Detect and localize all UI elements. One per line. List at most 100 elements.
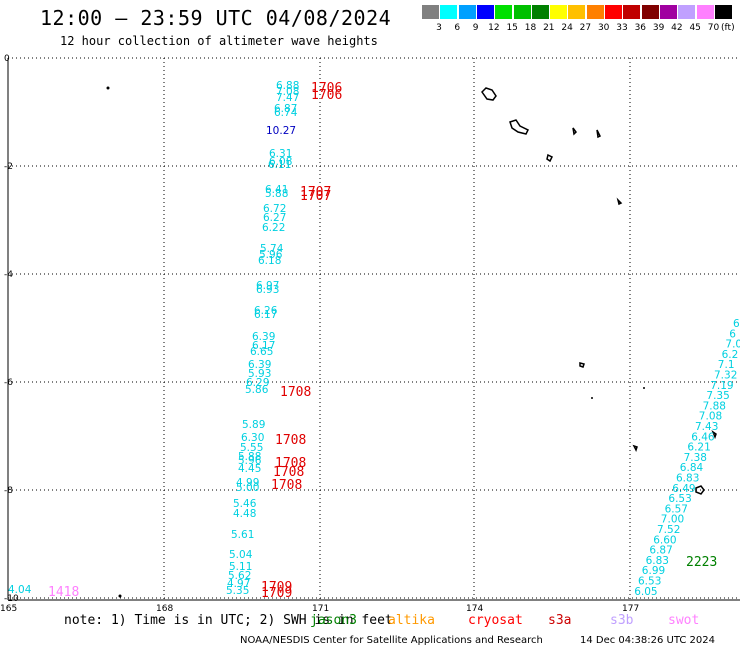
wave-height-value: 6.2 [722,349,739,361]
legend-label: 70 [707,23,720,33]
island-outline [632,444,638,452]
latitude-label: -10 [4,594,19,604]
island-dot [643,387,645,389]
page-title: 12:00 — 23:59 UTC 04/08/2024 [40,6,392,30]
longitude-label: 168 [156,604,173,614]
island-outline [481,87,497,101]
wave-height-value: 5.55 [240,442,263,454]
wave-height-value: 4.45 [238,463,261,475]
wave-height-value: 6.18 [258,255,281,267]
legend-label: 21 [543,23,555,33]
island-outline [546,153,554,163]
legend-label: 33 [616,23,628,33]
wave-height-value: 5.62 [228,570,251,582]
legend-swatch [476,5,494,19]
legend-label: 36 [634,23,647,33]
wave-height-value: 7.52 [657,524,680,536]
wave-height-value: 6.74 [274,107,298,119]
island-outline [509,119,530,135]
wave-height-value: 7.38 [684,452,707,464]
wave-height-value: 6.97 [256,280,279,292]
cycle-number-label: 1707 [300,189,331,204]
wave-height-value: 6.88 [276,80,299,92]
wave-height-value: 6.83 [676,473,699,485]
wave-height-value: 5.88 [238,451,261,463]
wave-height-value: 5.04 [229,549,253,561]
credit-text: NOAA/NESDIS Center for Satellite Applica… [240,635,543,646]
wave-height-value: 5.61 [231,529,254,541]
map-grid [7,57,740,601]
latitude-label: -6 [4,378,13,388]
legend-swatch [641,5,659,19]
legend-label: 39 [652,23,665,33]
legend-swatch [623,5,641,19]
wave-height-value: 4.99 [236,477,259,489]
wave-height-value: 5.93 [248,368,271,380]
wave-height-value: 7.08 [699,411,722,423]
cycle-number-label: 1708 [273,465,304,480]
satellite-name-s3b: s3b [610,613,634,628]
wave-height-value: 6.65 [250,346,273,358]
legend-swatch [422,5,439,19]
cycle-labels: 1706170617071707170817081708170817081709… [48,81,717,601]
wave-height-value: 6.11 [268,159,291,171]
legend-swatch [714,5,732,19]
island-outline [695,485,705,495]
wave-height-value: 5.96 [259,249,283,261]
cycle-number-label: 1707 [300,185,331,200]
satellite-name-jason3: jason3 [310,613,357,628]
legend-swatch [605,5,622,19]
wave-height-value: 6 [733,318,740,330]
wave-height-value: 6.08 [269,156,292,168]
island-dot [591,397,593,399]
altimeter-track-east: 667.06.27.17.327.197.357.887.087.436.466… [634,318,740,598]
legend-swatch [458,5,476,19]
legend-label: 15 [506,23,518,33]
cycle-number-label: 1706 [311,81,342,96]
island-outline [596,129,602,139]
island-outline [572,127,577,136]
cycle-number-label: 1708 [271,478,302,493]
cycle-number-label: 1709 [261,580,292,595]
wave-height-value: 5.46 [233,498,257,510]
wave-height-value: 6.39 [248,359,271,371]
legend-swatch [586,5,604,19]
wave-height-value: 6.39 [252,331,275,343]
legend-unit: (ft) [721,23,735,33]
wave-height-value: 10.27 [266,125,296,137]
latitude-label: -4 [4,270,13,280]
island-outline [711,430,717,440]
wave-height-value: 6.53 [638,576,661,588]
wave-height-value: 5.96 [238,455,262,467]
wave-height-value: 6.57 [665,503,688,515]
wave-height-value: 5.89 [242,419,265,431]
generated-timestamp: 14 Dec 04:38:26 UTC 2024 [580,635,715,646]
wave-height-value: 6.53 [668,493,691,505]
units-note: note: 1) Time is in UTC; 2) SWH is in fe… [64,613,393,628]
wave-height-value: 6.83 [646,555,669,567]
longitude-label: 177 [622,604,639,614]
cycle-number-label: 1706 [311,88,342,103]
legend-label: 42 [671,23,683,33]
longitude-label: 165 [0,604,17,614]
cycle-number-label: 1709 [261,586,292,601]
legend-label: 24 [561,23,573,33]
wave-height-value: 6.30 [241,432,264,444]
wave-height-value: 6.93 [256,284,279,296]
wave-height-value: 6.31 [269,148,292,160]
island-dot [118,594,122,598]
wave-height-value: 6.26 [254,305,278,317]
cycle-number-label: 1708 [275,456,306,471]
wave-height-value: 6 [729,328,736,340]
wave-height-value: 7.19 [710,380,733,392]
wave-height-value: 7.35 [706,390,729,402]
page-subtitle: 12 hour collection of altimeter wave hei… [60,34,378,48]
wave-height-value: 6.05 [634,586,657,598]
legend-swatch [696,5,714,19]
wave-height-value: 6.99 [642,565,665,577]
wave-height-value: 4.97 [227,578,250,590]
wave-height-value: 6.41 [265,184,288,196]
wave-height-value: 5.00 [236,482,259,494]
satellite-name-swot: swot [668,613,700,628]
